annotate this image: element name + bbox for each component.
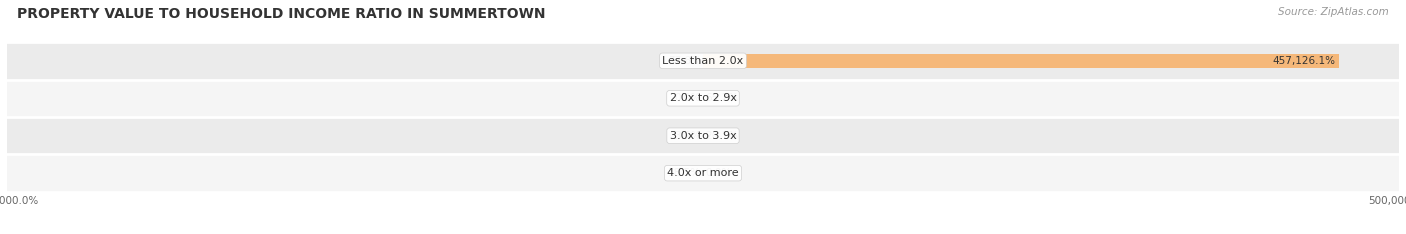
Text: PROPERTY VALUE TO HOUSEHOLD INCOME RATIO IN SUMMERTOWN: PROPERTY VALUE TO HOUSEHOLD INCOME RATIO… [17,7,546,21]
Text: 77.8%: 77.8% [668,56,700,66]
Text: Less than 2.0x: Less than 2.0x [662,56,744,66]
Text: 26.1%: 26.1% [706,131,738,141]
Text: 457,126.1%: 457,126.1% [1272,56,1336,66]
Bar [7,154,1399,192]
Text: 3.0x to 3.9x: 3.0x to 3.9x [669,131,737,141]
Bar [7,117,1399,154]
Bar [7,80,1399,117]
Text: 2.0x to 2.9x: 2.0x to 2.9x [669,93,737,103]
Text: Source: ZipAtlas.com: Source: ZipAtlas.com [1278,7,1389,17]
Text: 0.0%: 0.0% [675,93,702,103]
Text: 3.7%: 3.7% [675,131,702,141]
Bar [703,54,1340,68]
Text: 65.2%: 65.2% [706,93,738,103]
Text: 18.5%: 18.5% [668,168,700,178]
Text: 0.0%: 0.0% [704,168,731,178]
Bar [7,42,1399,80]
Text: 4.0x or more: 4.0x or more [668,168,738,178]
